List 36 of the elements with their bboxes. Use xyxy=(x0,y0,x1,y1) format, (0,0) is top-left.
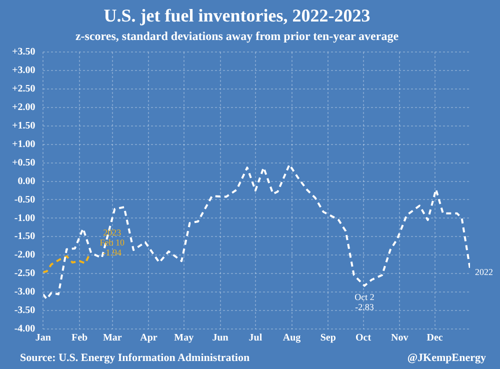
x-tick-label: Oct xyxy=(356,332,372,344)
chart-title: U.S. jet fuel inventories, 2022-2023 xyxy=(104,5,370,26)
text: 2023 xyxy=(103,227,122,238)
x-tick-label: Nov xyxy=(391,332,408,344)
y-tick-label: +2.50 xyxy=(12,84,36,95)
x-tick-label: Sep xyxy=(320,332,336,344)
annotation: Feb 10 -1.94 xyxy=(100,237,125,258)
y-tick-label: 0.00 xyxy=(18,176,36,187)
y-tick-label: +1.50 xyxy=(12,120,36,132)
y-tick-label: -2.50 xyxy=(14,268,36,280)
y-tick-label: -2.00 xyxy=(14,250,36,261)
x-tick-label: Aug xyxy=(282,332,301,344)
y-tick-label: -0.50 xyxy=(14,194,36,206)
x-tick-label: Dec xyxy=(426,332,444,344)
y-tick-label: +3.00 xyxy=(12,65,36,76)
y-tick-label: +0.50 xyxy=(12,157,36,168)
y-tick-label: -4.00 xyxy=(14,324,36,335)
text: @JKempEnergy xyxy=(407,352,486,364)
x-tick-label: Jun xyxy=(212,332,229,344)
x-tick-label: May xyxy=(174,332,194,344)
y-tick-label: +3.50 xyxy=(12,46,36,58)
x-tick-label: Feb xyxy=(71,332,88,344)
y-tick-label: +1.00 xyxy=(12,138,36,150)
y-tick-label: -3.50 xyxy=(14,305,36,316)
x-tick-label: Jul xyxy=(248,332,262,344)
annotation: Oct 2 -2.83 xyxy=(354,292,374,312)
x-tick-label: Mar xyxy=(102,332,122,344)
y-tick-label: -3.00 xyxy=(14,286,36,298)
x-tick-label: Apr xyxy=(140,332,158,344)
y-tick-label: +2.00 xyxy=(12,102,36,113)
x-tick-label: Jan xyxy=(35,332,52,344)
chart-subtitle: z-scores, standard deviations away from prior ten-year average xyxy=(75,28,400,43)
series-label: 2022 xyxy=(475,266,493,277)
y-tick-label: -1.50 xyxy=(14,231,36,242)
y-tick-label: -1.00 xyxy=(14,212,36,224)
source-note: Source: U.S. Energy Information Administration xyxy=(20,352,250,364)
